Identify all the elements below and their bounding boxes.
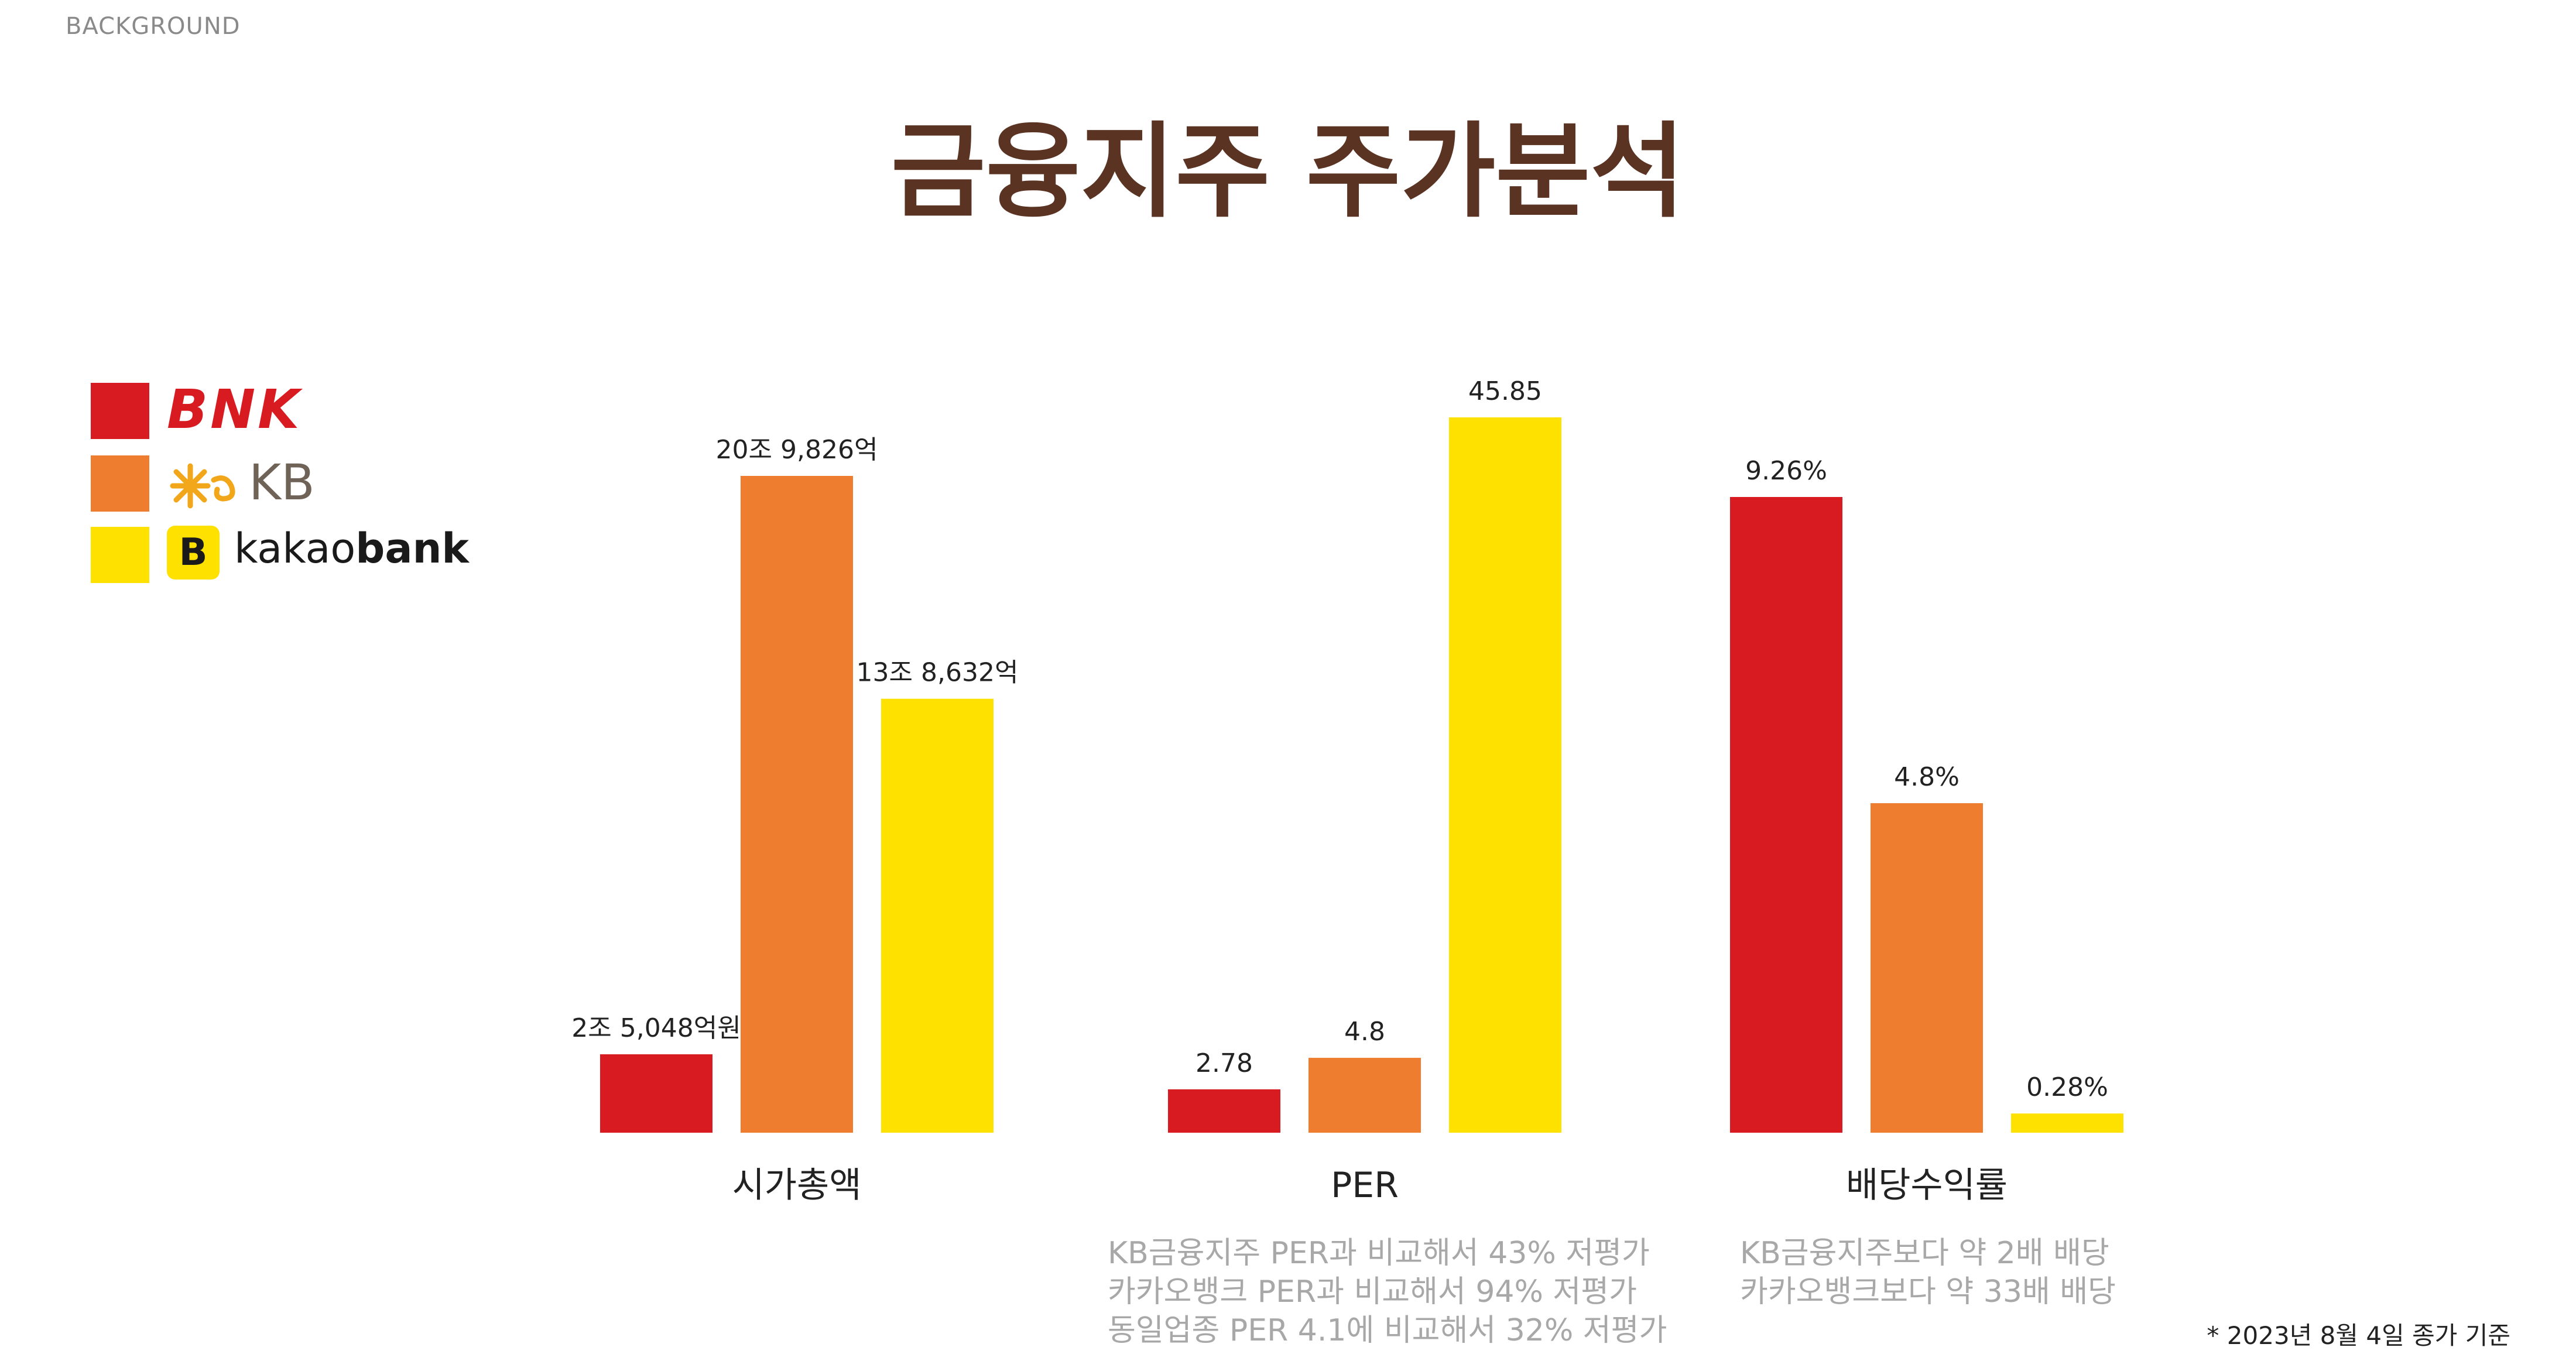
bar-kb [741, 476, 853, 1133]
kakaobank-logo-bank: bank [355, 524, 469, 572]
bar-kakaobank [1449, 417, 1561, 1133]
category-axis-label: 시가총액 [732, 1165, 862, 1206]
per-note-line: KB금융지주 PER과 비교해서 43% 저평가 [1108, 1236, 1650, 1271]
kb-logo-text: KB [249, 454, 315, 511]
bar-bnk [1168, 1089, 1280, 1133]
bar-kb [1871, 803, 1983, 1133]
bar-kb [1308, 1058, 1421, 1133]
legend-swatch-kakaobank [91, 527, 149, 583]
footnote: * 2023년 8월 4일 종가 기준 [2207, 1321, 2510, 1350]
data-label: 2.78 [1195, 1048, 1253, 1078]
data-label: 20조 9,826억 [716, 435, 878, 465]
page-title: 금융지주 주가분석 [890, 112, 1686, 232]
bnk-logo: BNK [167, 378, 302, 441]
dividend-note-line: 카카오뱅크보다 약 33배 배당 [1740, 1274, 2116, 1309]
per-note: KB금융지주 PER과 비교해서 43% 저평가 카카오뱅크 PER과 비교해서… [1108, 1234, 1667, 1350]
data-label: 4.8 [1344, 1017, 1385, 1047]
kakaobank-logo-kakao: kakao [234, 524, 356, 572]
kakaobank-logo-text: kakaobank [234, 528, 469, 569]
bar-kakaobank [2011, 1113, 2123, 1133]
dividend-note: KB금융지주보다 약 2배 배당 카카오뱅크보다 약 33배 배당 [1740, 1234, 2116, 1311]
data-label: 45.85 [1468, 376, 1542, 406]
data-label: 0.28% [2026, 1072, 2108, 1102]
data-label: 4.8% [1894, 762, 1960, 792]
data-label: 13조 8,632억 [857, 658, 1019, 688]
data-label: 2조 5,048억원 [571, 1013, 741, 1043]
category-axis-label: PER [1331, 1165, 1399, 1206]
data-label: 9.26% [1745, 456, 1827, 486]
kakaobank-b-icon: B [167, 526, 220, 580]
per-note-line: 카카오뱅크 PER과 비교해서 94% 저평가 [1108, 1274, 1637, 1309]
per-note-line: 동일업종 PER 4.1에 비교해서 32% 저평가 [1108, 1313, 1667, 1348]
kb-star-logo-icon [170, 463, 235, 509]
bar-bnk [1730, 497, 1842, 1133]
bar-bnk [600, 1054, 712, 1133]
legend-swatch-bnk [91, 383, 149, 439]
bar-kakaobank [881, 698, 994, 1133]
category-axis-label: 배당수익률 [1846, 1165, 2008, 1206]
legend-swatch-kb [91, 455, 149, 512]
dividend-note-line: KB금융지주보다 약 2배 배당 [1740, 1236, 2109, 1271]
section-label: BACKGROUND [66, 13, 241, 40]
